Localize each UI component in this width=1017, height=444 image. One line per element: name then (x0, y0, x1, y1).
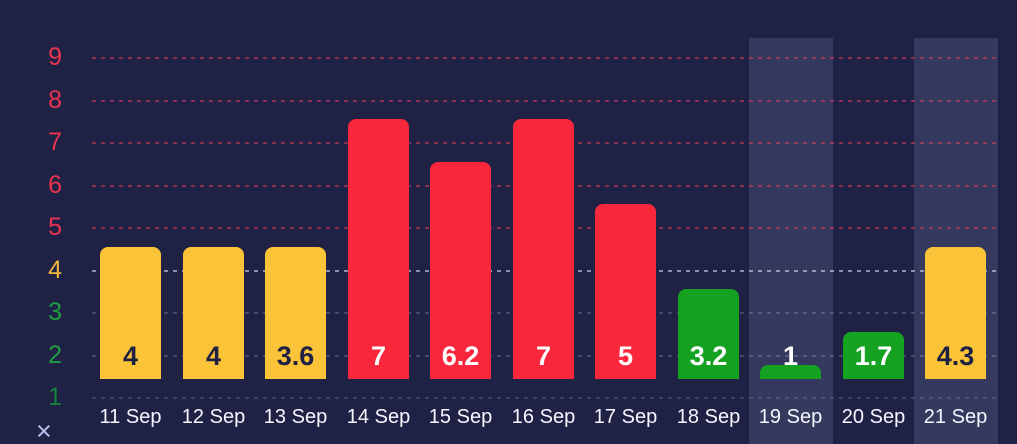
x-axis-label: 11 Sep (99, 406, 162, 428)
y-axis-tick-label: 3 (48, 298, 62, 326)
chart-column: 4 12 Sep (182, 0, 245, 444)
bar-value-label: 7 (535, 341, 552, 371)
x-axis-label: 12 Sep (181, 406, 246, 428)
chart-column: 7 16 Sep (512, 0, 575, 444)
x-axis-label: 21 Sep (923, 406, 988, 428)
bar-value-label: 7 (370, 341, 387, 371)
bar[interactable] (925, 247, 986, 379)
bar-value-label: 3.6 (276, 341, 315, 371)
bar[interactable] (678, 289, 739, 379)
y-axis-tick-label: 1 (48, 383, 62, 411)
bar-value-label: 1 (782, 341, 799, 371)
x-axis-label: 15 Sep (428, 406, 493, 428)
bar[interactable] (183, 247, 244, 379)
chart-column: 6.2 15 Sep (429, 0, 492, 444)
x-axis-label: 13 Sep (263, 406, 328, 428)
bar[interactable] (595, 204, 656, 379)
y-axis-tick-label: 9 (48, 43, 62, 71)
y-axis-tick-label: 6 (48, 171, 62, 199)
chart-column: 1.7 20 Sep (842, 0, 905, 444)
bar[interactable] (843, 332, 904, 379)
close-icon[interactable]: × (36, 416, 52, 444)
x-axis-label: 20 Sep (841, 406, 906, 428)
x-axis-label: 16 Sep (511, 406, 576, 428)
bar-value-label: 4 (205, 341, 222, 371)
x-axis-label: 18 Sep (676, 406, 741, 428)
gridline (92, 100, 1000, 102)
y-axis-tick-label: 2 (48, 341, 62, 369)
y-axis-tick-label: 8 (48, 86, 62, 114)
bar[interactable] (513, 119, 574, 379)
bar[interactable] (100, 247, 161, 379)
bar-value-label: 4 (122, 341, 139, 371)
bar-value-label: 5 (617, 341, 634, 371)
chart-column: 5 17 Sep (594, 0, 657, 444)
bar[interactable] (430, 162, 491, 379)
bar[interactable] (760, 365, 821, 379)
bar[interactable] (348, 119, 409, 379)
x-axis-label: 19 Sep (758, 406, 823, 428)
chart-column: 7 14 Sep (347, 0, 410, 444)
x-axis-label: 17 Sep (593, 406, 658, 428)
bar-value-label: 6.2 (441, 341, 480, 371)
chart-column: 1 19 Sep (759, 0, 822, 444)
bar-value-label: 3.2 (689, 341, 728, 371)
gridline (92, 397, 1000, 399)
bar[interactable] (265, 247, 326, 379)
x-axis-label: 14 Sep (346, 406, 411, 428)
chart-column: 3.6 13 Sep (264, 0, 327, 444)
y-axis-tick-label: 5 (48, 213, 62, 241)
chart-column: 4.3 21 Sep (924, 0, 987, 444)
y-axis-tick-label: 4 (48, 256, 62, 284)
gridline (92, 57, 1000, 59)
y-axis-tick-label: 7 (48, 128, 62, 156)
bar-value-label: 4.3 (936, 341, 975, 371)
chart-column: 3.2 18 Sep (677, 0, 740, 444)
bar-value-label: 1.7 (854, 341, 893, 371)
chart-column: 4 11 Sep (100, 0, 161, 444)
